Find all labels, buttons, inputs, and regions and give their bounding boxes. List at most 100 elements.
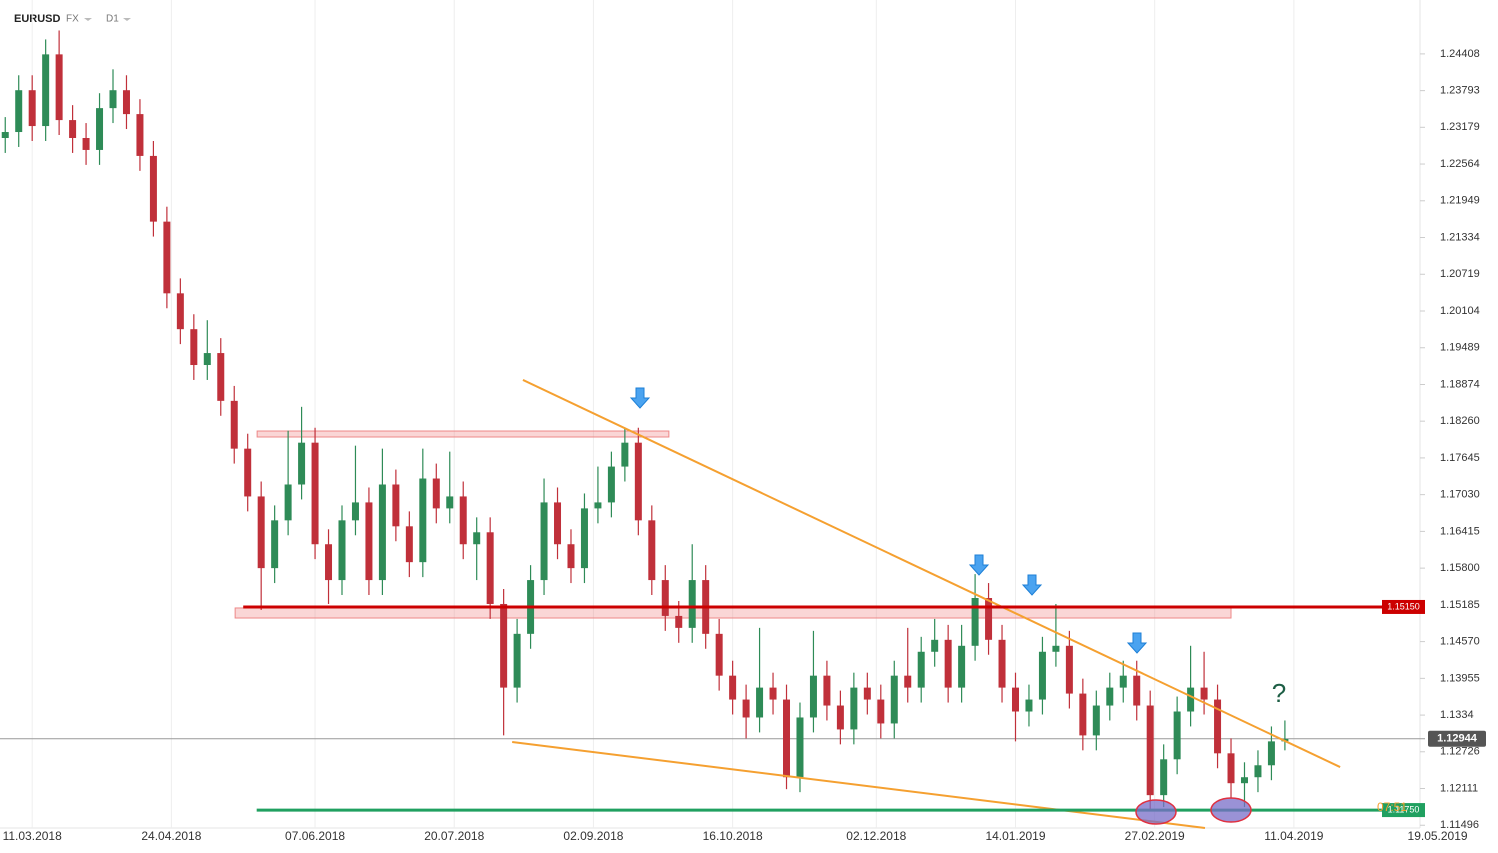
arrow-marker <box>1126 632 1148 654</box>
current-price-label: 1.12944 <box>1437 733 1478 745</box>
y-tick-label: 1.22564 <box>1440 158 1480 170</box>
candle-body <box>351 502 359 521</box>
candle-body <box>1092 705 1100 736</box>
arrow-marker <box>968 554 990 576</box>
level-label-box <box>1382 599 1425 614</box>
level-label: 1.11750 <box>1388 804 1420 814</box>
candle-body <box>1200 687 1208 700</box>
candle-body <box>338 520 346 581</box>
candle-body <box>325 544 333 581</box>
y-tick-label: 1.14570 <box>1440 636 1480 648</box>
y-tick-label: 1.19489 <box>1440 342 1480 354</box>
candle-body <box>904 675 912 688</box>
candle-body <box>877 699 885 724</box>
x-tick-label: 14.01.2019 <box>985 829 1045 843</box>
y-tick-label: 1.21949 <box>1440 195 1480 207</box>
candle-body <box>1227 753 1235 784</box>
candle-body <box>365 502 373 581</box>
candle-body <box>109 90 117 109</box>
candle-body <box>1214 699 1222 754</box>
x-tick-label: 24.04.2018 <box>141 829 201 843</box>
x-tick-label: 11.04.2019 <box>1264 829 1323 843</box>
candle-body <box>1079 693 1087 736</box>
dropdown-icon[interactable] <box>84 18 92 21</box>
candle-body <box>1267 741 1275 766</box>
candle-body <box>284 484 292 521</box>
candle-body <box>405 526 413 563</box>
candle-body <box>890 675 898 724</box>
candle-body <box>446 496 454 509</box>
candle-body <box>944 639 952 688</box>
candle-body <box>513 633 521 688</box>
candle-body <box>459 496 467 545</box>
highlight-ellipse <box>1210 797 1252 823</box>
candle-body <box>823 675 831 706</box>
x-tick-label: 16.10.2018 <box>703 829 763 843</box>
x-tick-label: 19.05.2019 <box>1408 829 1468 843</box>
candle-body <box>432 478 440 509</box>
x-tick-label: 11.03.2018 <box>3 829 62 843</box>
candle-body <box>931 639 939 652</box>
candle-body <box>675 615 683 628</box>
candle-body <box>28 90 36 127</box>
zone <box>256 430 670 438</box>
candle-body <box>149 155 157 222</box>
candle-body <box>742 699 750 718</box>
candle-body <box>1 132 9 138</box>
x-tick-label: 20.07.2018 <box>424 829 484 843</box>
candle-body <box>136 114 144 156</box>
y-tick-label: 1.15800 <box>1440 562 1480 574</box>
zone <box>234 607 1232 619</box>
timeframe[interactable]: D1 <box>106 14 119 25</box>
candle-body <box>621 442 629 467</box>
candle-body <box>271 520 279 569</box>
y-tick-label: 1.23179 <box>1440 121 1480 133</box>
candle-body <box>971 598 979 646</box>
market[interactable]: FX <box>66 14 79 25</box>
candle-body <box>203 353 211 366</box>
candle-body <box>594 502 602 509</box>
y-tick-label: 1.23793 <box>1440 85 1480 97</box>
candle-body <box>419 478 427 563</box>
candle-body <box>42 54 50 127</box>
candle-body <box>769 687 777 700</box>
y-tick-label: 1.15185 <box>1440 599 1480 611</box>
candle-body <box>298 442 306 485</box>
candle-body <box>1254 765 1262 778</box>
candle-body <box>378 484 386 581</box>
candle-body <box>661 580 669 616</box>
candle-body <box>809 675 817 718</box>
candle-body <box>82 138 90 150</box>
candle-body <box>15 90 23 133</box>
candle-body <box>783 699 791 778</box>
candle-body <box>836 705 844 730</box>
candle-body <box>607 466 615 503</box>
arrows <box>629 387 1148 654</box>
trendline <box>512 740 1206 829</box>
candle-body <box>486 532 494 604</box>
candle-body <box>1106 687 1114 706</box>
symbol: EURUSD <box>14 13 61 25</box>
y-tick-label: 1.16415 <box>1440 525 1480 537</box>
candle-body <box>217 353 225 401</box>
y-tick-label: 1.20104 <box>1440 305 1480 317</box>
candle-body <box>540 502 548 581</box>
candle-body <box>163 221 171 294</box>
candle-body <box>796 717 804 778</box>
y-tick-label: 1.13955 <box>1440 672 1480 684</box>
candle-body <box>917 651 925 688</box>
dropdown-icon[interactable] <box>123 18 131 21</box>
current-price-box <box>1428 730 1486 747</box>
candle-body <box>69 120 77 138</box>
y-tick-label: 1.11496 <box>1440 819 1479 831</box>
annotation: ? <box>1272 678 1286 708</box>
candle-body <box>1160 759 1168 796</box>
candle-body <box>122 90 130 115</box>
x-tick-label: 27.02.2019 <box>1125 829 1185 843</box>
y-tick-label: 1.24408 <box>1440 48 1480 60</box>
candle-body <box>311 442 319 545</box>
x-tick-label: 07.06.2018 <box>285 829 345 843</box>
candle-body <box>1011 687 1019 712</box>
candle-body <box>567 544 575 569</box>
